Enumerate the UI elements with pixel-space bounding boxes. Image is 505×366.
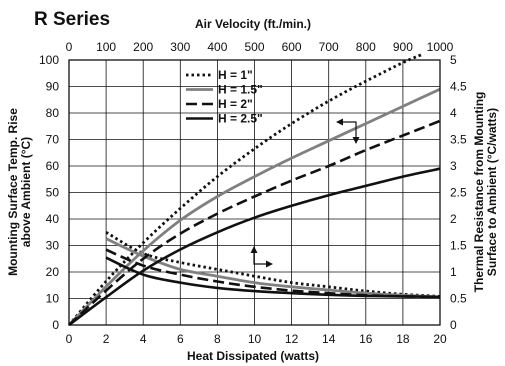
x-tick-label: 8 <box>214 332 221 346</box>
x2-tick-label: 500 <box>244 40 264 54</box>
x2-tick-label: 300 <box>170 40 190 54</box>
x2-tick-label: 0 <box>66 40 73 54</box>
thermal-resistance-line-1 <box>105 231 441 298</box>
x2-tick-label: 800 <box>356 40 376 54</box>
thermal-resistance-line-2 <box>105 237 441 299</box>
y-tick-label: 90 <box>46 80 60 94</box>
temp-rise-line-1 <box>67 53 422 326</box>
x-tick-label: 18 <box>396 332 410 346</box>
y2-tick-label: 0 <box>450 318 457 332</box>
bottom-x-axis-label: Heat Dissipated (watts) <box>187 349 319 363</box>
y2-tick-label: 2 <box>450 212 457 226</box>
y2-tick-label: 0.5 <box>450 292 467 306</box>
arrow-head-down <box>352 137 360 144</box>
x-tick-label: 16 <box>359 332 373 346</box>
y-tick-label: 70 <box>46 133 60 147</box>
x-tick-label: 4 <box>140 332 147 346</box>
right-y-axis-label: Thermal Resistance from MountingSurface … <box>472 92 499 293</box>
x2-tick-label: 700 <box>319 40 339 54</box>
y-tick-label: 100 <box>39 53 59 67</box>
chart-title: R Series <box>34 9 110 30</box>
y2-tick-label: 4 <box>450 106 457 120</box>
y2-tick-label: 2.5 <box>450 186 467 200</box>
x2-tick-label: 400 <box>207 40 227 54</box>
thermal-resistance-line-4 <box>105 256 441 299</box>
y-tick-label: 50 <box>46 186 60 200</box>
x2-tick-label: 600 <box>282 40 302 54</box>
x-tick-label: 6 <box>177 332 184 346</box>
y-tick-label: 20 <box>46 265 60 279</box>
y2-tick-label: 1 <box>450 265 457 279</box>
x-tick-label: 10 <box>248 332 262 346</box>
y2-tick-label: 3.5 <box>450 133 467 147</box>
temp-rise-line-3 <box>68 119 441 326</box>
y-tick-label: 0 <box>52 318 59 332</box>
top-x-axis-label: Air Velocity (ft./min.) <box>195 17 311 31</box>
temp-rise-line-4 <box>68 167 441 327</box>
y2-tick-label: 3 <box>450 159 457 173</box>
temp-rise-line-2 <box>67 87 441 326</box>
y-tick-label: 10 <box>46 292 60 306</box>
y-tick-label: 40 <box>46 212 60 226</box>
y-tick-label: 60 <box>46 159 60 173</box>
y2-tick-label: 1.5 <box>450 239 467 253</box>
right-axis-arrow <box>253 249 270 265</box>
legend-label-2: H = 1.5" <box>218 83 263 97</box>
y-tick-label: 80 <box>46 106 60 120</box>
y2-tick-label: 5 <box>450 53 457 67</box>
y2-tick-label: 4.5 <box>450 80 467 94</box>
legend-label-4: H = 2.5" <box>218 112 263 126</box>
x2-tick-label: 900 <box>393 40 413 54</box>
x-tick-label: 20 <box>433 332 447 346</box>
legend-label-3: H = 2" <box>218 97 253 111</box>
x2-tick-label: 1000 <box>427 40 454 54</box>
plot-frame <box>68 59 441 326</box>
legend-label-1: H = 1" <box>218 68 253 82</box>
left-y-axis-label: Mounting Surface Temp. Riseabove Ambient… <box>6 108 33 276</box>
x-tick-label: 2 <box>103 332 110 346</box>
x-tick-label: 14 <box>322 332 336 346</box>
x-tick-label: 12 <box>285 332 299 346</box>
x-tick-label: 0 <box>66 332 73 346</box>
arrow-head-right <box>266 260 273 268</box>
x2-tick-label: 200 <box>133 40 153 54</box>
x2-tick-label: 100 <box>96 40 116 54</box>
arrow-head-up <box>250 246 258 253</box>
y-tick-label: 30 <box>46 239 60 253</box>
arrow-head-left <box>336 118 343 126</box>
left-axis-arrow <box>338 121 357 141</box>
